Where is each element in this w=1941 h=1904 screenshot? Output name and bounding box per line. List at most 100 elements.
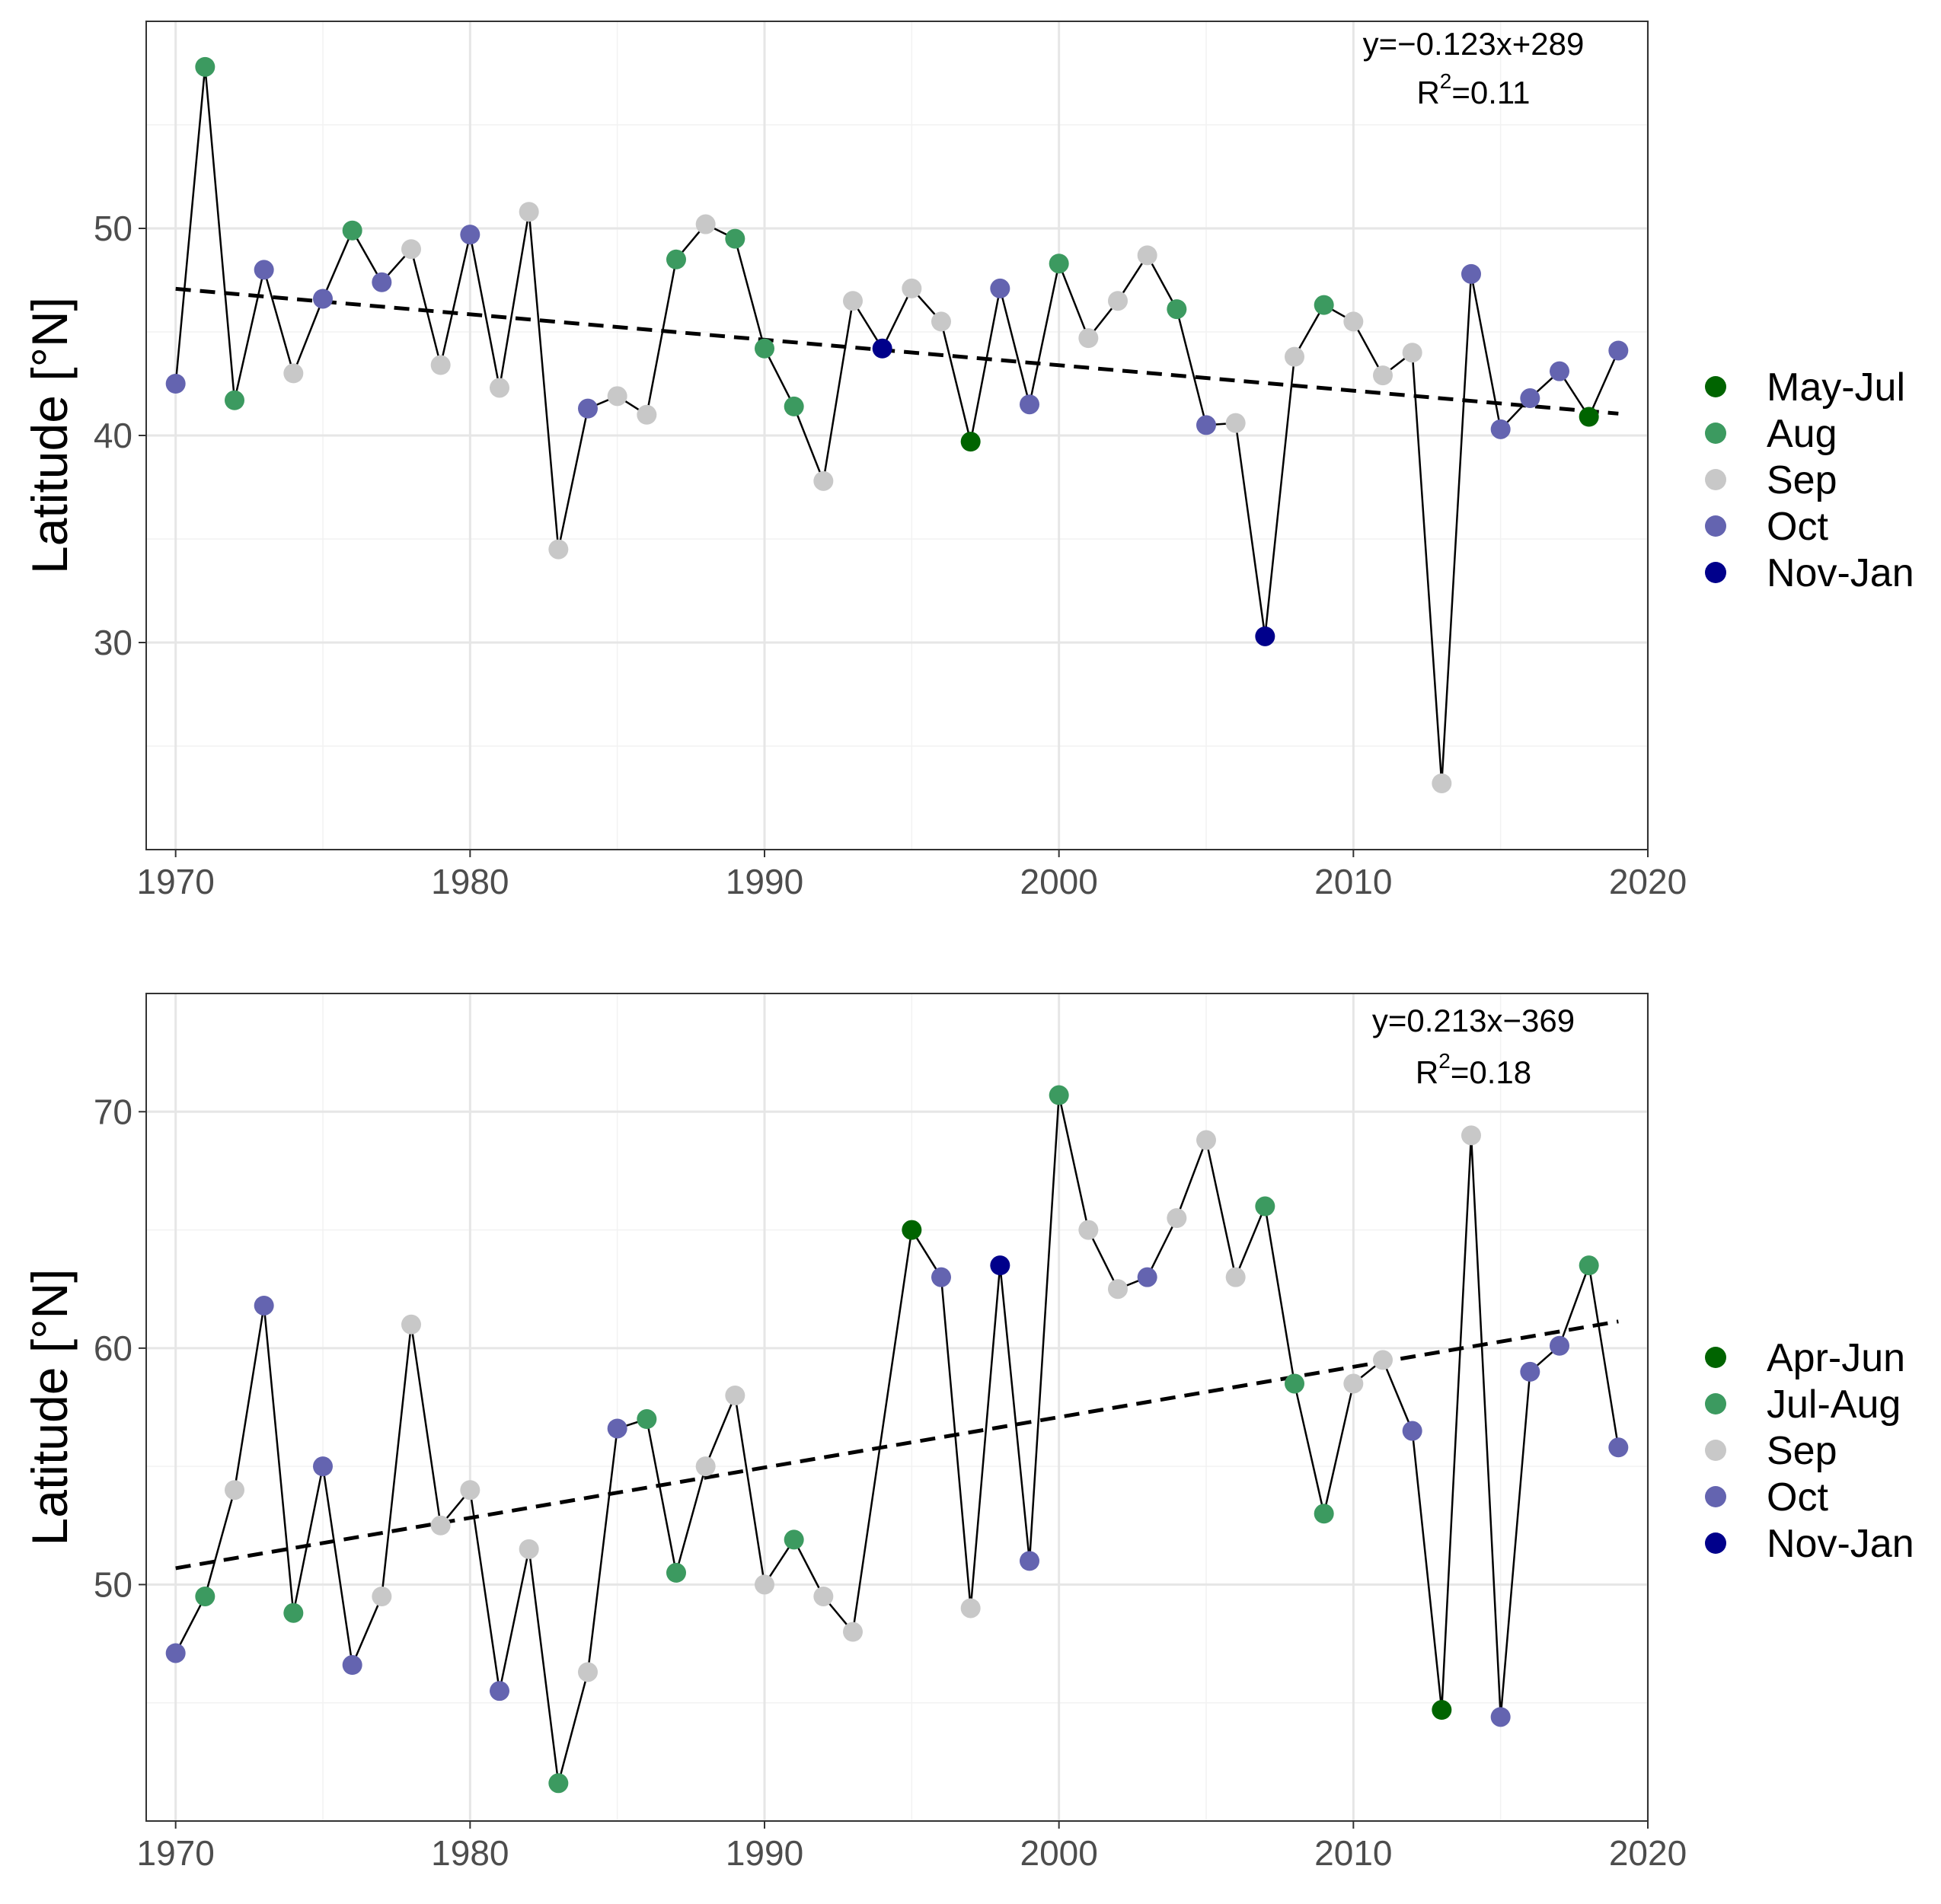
data-point — [872, 338, 892, 359]
data-point — [195, 56, 215, 77]
data-point — [1520, 388, 1540, 409]
data-point — [1049, 1085, 1069, 1105]
x-tick-label: 2010 — [1314, 1833, 1392, 1873]
legend-label: Nov-Jan — [1767, 551, 1914, 595]
data-point — [990, 278, 1010, 298]
plot-border — [145, 993, 1649, 1822]
data-point — [666, 249, 686, 269]
legend-label: Oct — [1767, 505, 1828, 549]
data-point — [1550, 1335, 1569, 1356]
data-point — [990, 1255, 1010, 1276]
data-point — [1608, 340, 1629, 361]
data-point — [1137, 245, 1157, 266]
x-tick-label: 1990 — [726, 1833, 803, 1873]
data-point — [165, 1643, 186, 1663]
data-point — [1402, 1421, 1422, 1441]
legend-key — [1705, 1347, 1726, 1368]
x-tick-label: 2020 — [1609, 1833, 1687, 1873]
data-point — [1020, 1551, 1039, 1571]
data-point — [1167, 1208, 1187, 1229]
data-point — [755, 1574, 774, 1595]
data-point — [1373, 365, 1393, 386]
x-tick-label: 1980 — [431, 862, 509, 901]
data-point — [813, 1586, 834, 1606]
data-point — [313, 1456, 333, 1477]
data-point — [460, 1480, 480, 1501]
data-point — [960, 1598, 981, 1619]
data-point — [637, 1409, 657, 1430]
x-tick-label: 2000 — [1020, 862, 1097, 901]
data-point — [755, 338, 774, 359]
data-point — [813, 470, 834, 491]
plot-area — [146, 993, 1648, 1821]
data-point — [1078, 328, 1099, 349]
legend-key — [1705, 469, 1726, 490]
data-point — [1255, 626, 1275, 646]
x-tick-label: 2000 — [1020, 1833, 1097, 1873]
data-point — [372, 272, 392, 292]
data-point — [254, 1295, 274, 1316]
legend-key — [1705, 1532, 1726, 1554]
series-line — [174, 66, 1620, 784]
data-point — [1314, 1504, 1334, 1524]
data-point — [401, 1314, 421, 1335]
data-point — [1167, 299, 1187, 320]
x-tick-label: 2010 — [1314, 862, 1392, 901]
data-point — [578, 398, 598, 419]
legend-label: Nov-Jan — [1767, 1522, 1914, 1566]
legend-key — [1705, 562, 1726, 583]
data-point — [725, 228, 745, 249]
data-point — [548, 1773, 569, 1794]
r-squared-label: R2=0.11 — [1416, 69, 1530, 110]
r-squared-label: R2=0.18 — [1416, 1049, 1531, 1090]
data-point — [519, 202, 539, 222]
data-point — [1432, 1700, 1452, 1721]
data-point — [1608, 1437, 1629, 1458]
legend-label: Aug — [1767, 412, 1837, 456]
data-point — [725, 1385, 745, 1405]
y-axis-label: Latitude [°N] — [21, 1269, 78, 1546]
data-point — [254, 260, 274, 280]
data-point — [225, 1480, 244, 1501]
legend-key — [1705, 1440, 1726, 1461]
data-point — [342, 220, 362, 241]
data-point — [931, 311, 951, 332]
x-tick-label: 1970 — [136, 1833, 214, 1873]
data-point — [1049, 254, 1069, 274]
legend-key — [1705, 1486, 1726, 1507]
legend-key — [1705, 515, 1726, 537]
data-point — [784, 1529, 804, 1550]
data-point — [902, 1220, 922, 1240]
regression-equation: y=0.213x−369 — [1372, 1003, 1575, 1038]
data-point — [695, 1456, 716, 1477]
data-point — [1108, 1279, 1128, 1300]
data-point — [548, 539, 569, 560]
data-point — [695, 214, 716, 234]
data-point — [430, 355, 451, 375]
legend-label: Sep — [1767, 1429, 1837, 1473]
y-tick-label: 60 — [94, 1328, 132, 1368]
data-point — [1108, 291, 1128, 311]
data-point — [1255, 1196, 1275, 1217]
data-point — [666, 1562, 686, 1583]
data-point — [637, 404, 657, 425]
legend-label: Apr-Jun — [1767, 1336, 1905, 1380]
data-point — [313, 289, 333, 309]
y-axis-label: Latitude [°N] — [21, 297, 78, 574]
trend-line — [175, 286, 1619, 416]
y-tick-label: 30 — [94, 623, 132, 662]
data-point — [843, 291, 863, 311]
legend-label: Oct — [1767, 1475, 1828, 1520]
data-point — [931, 1267, 951, 1287]
data-point — [1461, 1125, 1481, 1146]
x-tick-label: 1990 — [726, 862, 803, 901]
data-point — [1343, 311, 1364, 332]
data-point — [1225, 413, 1246, 433]
data-point — [1579, 407, 1599, 427]
data-point — [1314, 295, 1334, 315]
data-point — [1579, 1255, 1599, 1276]
data-point — [1373, 1350, 1393, 1370]
